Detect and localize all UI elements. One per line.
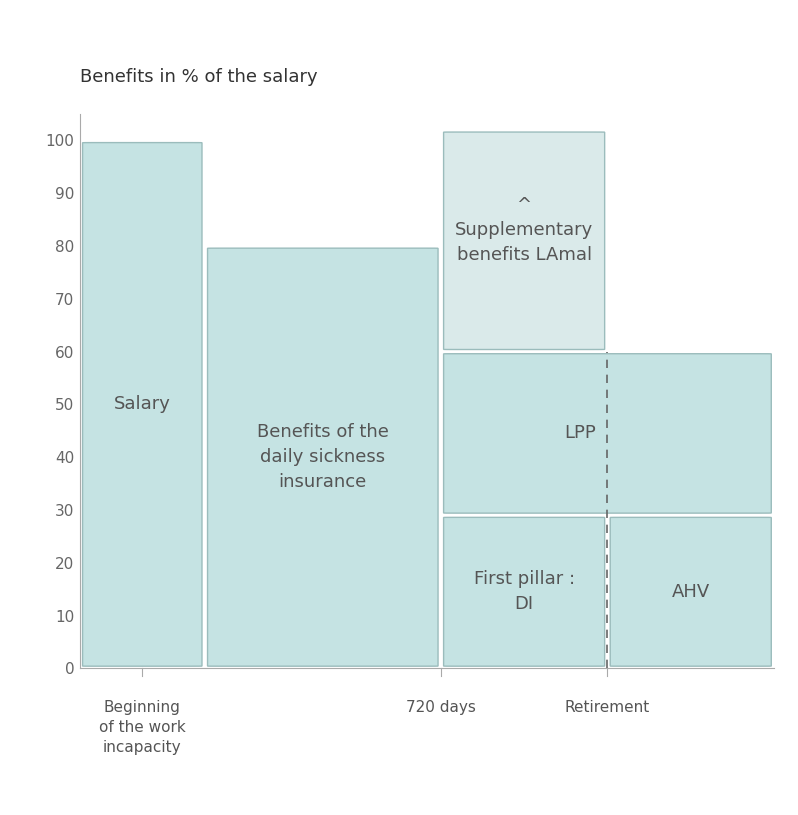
- Text: 720 days: 720 days: [406, 700, 476, 715]
- Text: Beginning
of the work
incapacity: Beginning of the work incapacity: [99, 700, 186, 755]
- Text: Benefits of the
daily sickness
insurance: Benefits of the daily sickness insurance: [257, 423, 389, 491]
- Text: Salary: Salary: [114, 395, 171, 413]
- FancyBboxPatch shape: [207, 248, 438, 666]
- FancyBboxPatch shape: [82, 143, 202, 666]
- FancyBboxPatch shape: [444, 132, 605, 350]
- Text: ^
Supplementary
benefits LAmal: ^ Supplementary benefits LAmal: [455, 196, 593, 264]
- Text: AHV: AHV: [672, 583, 710, 601]
- FancyBboxPatch shape: [444, 354, 772, 513]
- Text: First pillar :
DI: First pillar : DI: [473, 570, 575, 613]
- FancyBboxPatch shape: [444, 518, 605, 666]
- Text: LPP: LPP: [564, 425, 595, 443]
- Text: Retirement: Retirement: [565, 700, 650, 715]
- Text: Benefits in % of the salary: Benefits in % of the salary: [80, 68, 318, 86]
- FancyBboxPatch shape: [610, 518, 772, 666]
